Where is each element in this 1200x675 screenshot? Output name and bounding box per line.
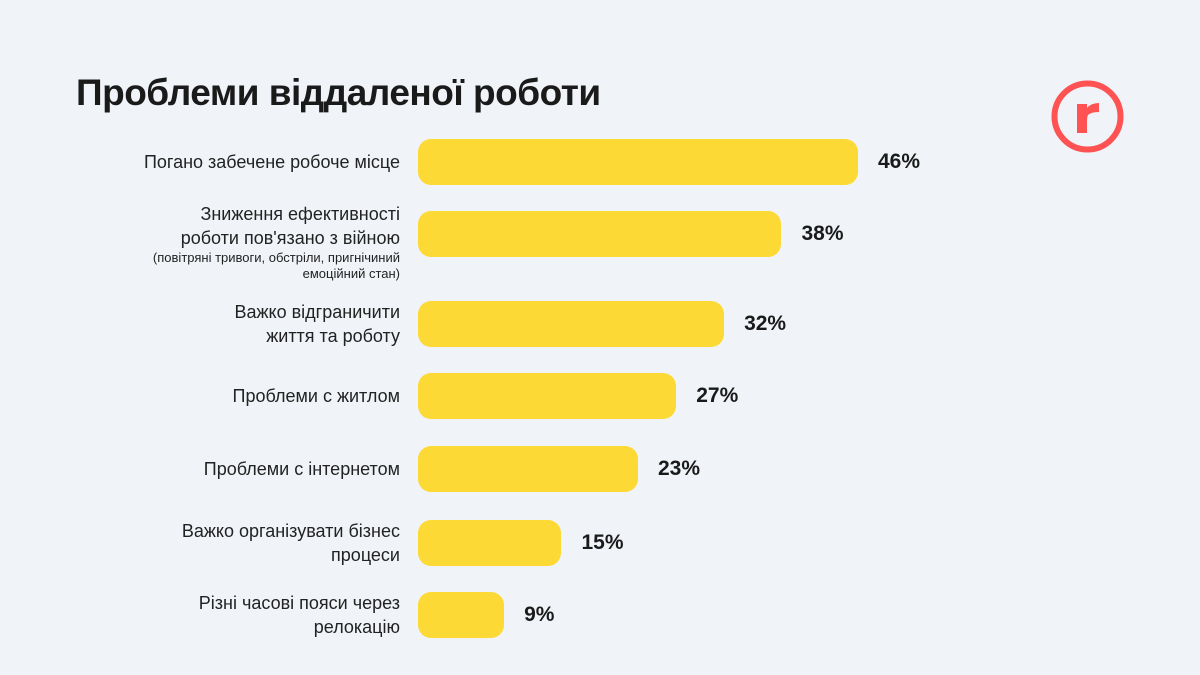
bar-row: Різні часові пояси через релокацію 9% [0, 592, 1200, 638]
category-label-line: процеси [331, 545, 400, 565]
category-label-line: Проблеми с інтернетом [203, 459, 400, 479]
category-label: Важко організувати бізнес процеси [70, 519, 400, 567]
value-label: 23% [658, 457, 701, 480]
category-label-line: Проблеми с житлом [232, 386, 400, 406]
category-label: Проблеми с інтернетом [70, 457, 400, 481]
value-label: 9% [524, 603, 555, 626]
bar-row: Проблеми с інтернетом 23% [0, 446, 1200, 492]
category-label-line: роботи пов'язано з війною [180, 228, 400, 248]
category-note-line: емоційний стан) [302, 266, 400, 281]
bar [418, 520, 562, 566]
value-label: 46% [878, 150, 921, 173]
value-label: 32% [744, 312, 787, 335]
category-label-line: Важко організувати бізнес [181, 521, 400, 541]
category-label-line: Зниження ефективності [200, 204, 400, 224]
value-label: 15% [581, 531, 624, 554]
value-label: 27% [696, 384, 739, 407]
category-label: Проблеми с житлом [70, 384, 400, 408]
page-title: Проблеми віддаленої роботи [76, 72, 601, 113]
bar [418, 211, 782, 257]
bar-row: Важко організувати бізнес процеси 15% [0, 520, 1200, 566]
bar-row: Зниження ефективності роботи пов'язано з … [0, 204, 1200, 281]
category-label-line: життя та роботу [266, 326, 400, 346]
bar-row: Проблеми с житлом 27% [0, 373, 1200, 419]
category-label-line: Різні часові пояси через [198, 593, 400, 613]
bar [418, 592, 505, 638]
category-label-line: Важко відграничити [234, 302, 400, 322]
value-label: 38% [801, 222, 844, 245]
bar [418, 373, 677, 419]
category-label: Важко відграничити життя та роботу [70, 300, 400, 348]
category-label: Різні часові пояси через релокацію [70, 591, 400, 639]
brand-logo-icon [1051, 80, 1124, 153]
category-note-line: (повітряні тривоги, обстріли, пригнічини… [152, 250, 400, 265]
category-label: Погано забечене робоче місце [70, 150, 400, 174]
bar-row: Погано забечене робоче місце 46% [0, 139, 1200, 185]
bar [418, 139, 858, 185]
bar [418, 446, 638, 492]
category-label-line: релокацію [313, 617, 400, 637]
bar-row: Важко відграничити життя та роботу 32% [0, 301, 1200, 347]
category-label-line: Погано забечене робоче місце [143, 152, 400, 172]
category-label: Зниження ефективності роботи пов'язано з … [70, 202, 400, 282]
bar [418, 301, 725, 347]
